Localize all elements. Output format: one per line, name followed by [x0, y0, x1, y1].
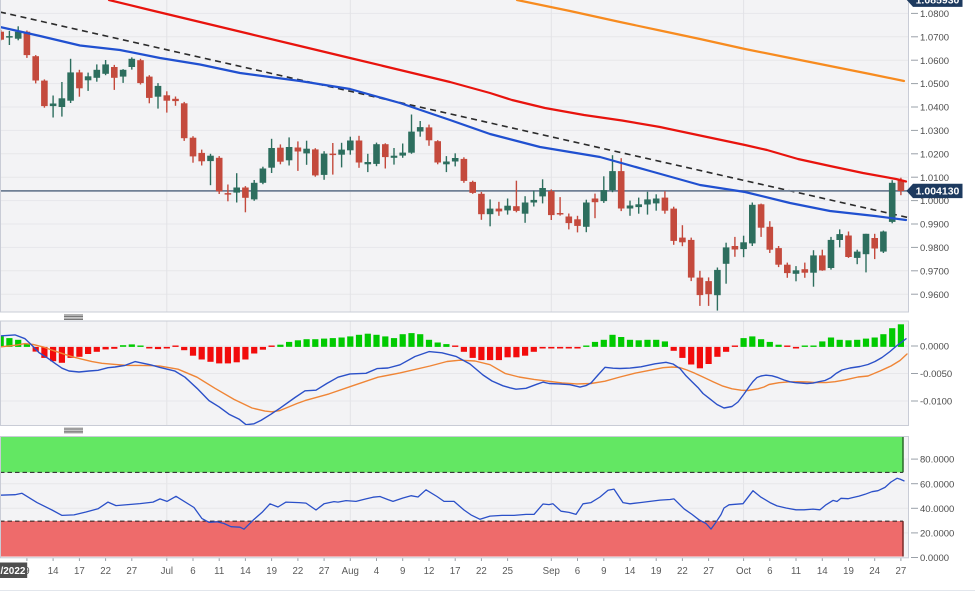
svg-text:0.0000: 0.0000	[920, 342, 949, 353]
svg-text:14: 14	[817, 566, 828, 577]
svg-text:1.0500: 1.0500	[920, 79, 949, 90]
svg-text:1.0800: 1.0800	[920, 9, 949, 20]
svg-text:9: 9	[601, 566, 606, 577]
svg-text:17: 17	[74, 566, 85, 577]
svg-text:9/06/2022: 9/06/2022	[0, 566, 26, 577]
svg-text:11: 11	[791, 566, 801, 577]
svg-text:27: 27	[896, 566, 907, 577]
svg-text:14: 14	[48, 566, 59, 577]
svg-text:80.0000: 80.0000	[920, 455, 954, 466]
svg-text:19: 19	[266, 566, 277, 577]
svg-text:1.0400: 1.0400	[920, 103, 949, 114]
svg-text:1.0000: 1.0000	[920, 196, 949, 207]
svg-text:14: 14	[625, 566, 636, 577]
svg-text:22: 22	[677, 566, 688, 577]
svg-text:6: 6	[190, 566, 195, 577]
svg-text:22: 22	[100, 566, 111, 577]
svg-text:6: 6	[575, 566, 580, 577]
svg-text:40.0000: 40.0000	[920, 504, 954, 515]
svg-text:17: 17	[450, 566, 461, 577]
svg-text:11: 11	[214, 566, 224, 577]
svg-text:27: 27	[126, 566, 137, 577]
svg-text:60.0000: 60.0000	[920, 479, 954, 490]
svg-text:6: 6	[767, 566, 772, 577]
svg-text:1.0700: 1.0700	[920, 32, 949, 43]
svg-text:1.004130: 1.004130	[916, 186, 960, 198]
svg-text:0.9900: 0.9900	[920, 220, 949, 231]
svg-text:0.9600: 0.9600	[920, 290, 949, 301]
svg-text:1.0200: 1.0200	[920, 149, 949, 160]
svg-text:1.0100: 1.0100	[920, 173, 949, 184]
svg-text:Jul: Jul	[161, 566, 173, 577]
svg-text:Aug: Aug	[342, 566, 359, 577]
svg-text:-0.0100: -0.0100	[920, 397, 952, 408]
svg-text:27: 27	[703, 566, 714, 577]
svg-text:22: 22	[293, 566, 304, 577]
svg-text:Sep: Sep	[543, 566, 560, 577]
svg-text:0.9700: 0.9700	[920, 266, 949, 277]
svg-text:20.0000: 20.0000	[920, 529, 954, 540]
svg-text:0.0000: 0.0000	[920, 553, 949, 564]
svg-text:-0.0050: -0.0050	[920, 369, 952, 380]
svg-text:4: 4	[374, 566, 380, 577]
svg-text:25: 25	[502, 566, 513, 577]
svg-text:14: 14	[240, 566, 251, 577]
svg-text:22: 22	[476, 566, 487, 577]
svg-text:1.085930: 1.085930	[916, 0, 960, 7]
svg-text:9: 9	[400, 566, 405, 577]
svg-text:1.0300: 1.0300	[920, 126, 949, 137]
svg-text:Oct: Oct	[736, 566, 751, 577]
svg-text:24: 24	[869, 566, 880, 577]
svg-text:19: 19	[843, 566, 854, 577]
svg-text:0.9800: 0.9800	[920, 243, 949, 254]
svg-text:19: 19	[651, 566, 662, 577]
svg-text:12: 12	[424, 566, 435, 577]
svg-text:27: 27	[319, 566, 330, 577]
svg-text:1.0600: 1.0600	[920, 56, 949, 67]
